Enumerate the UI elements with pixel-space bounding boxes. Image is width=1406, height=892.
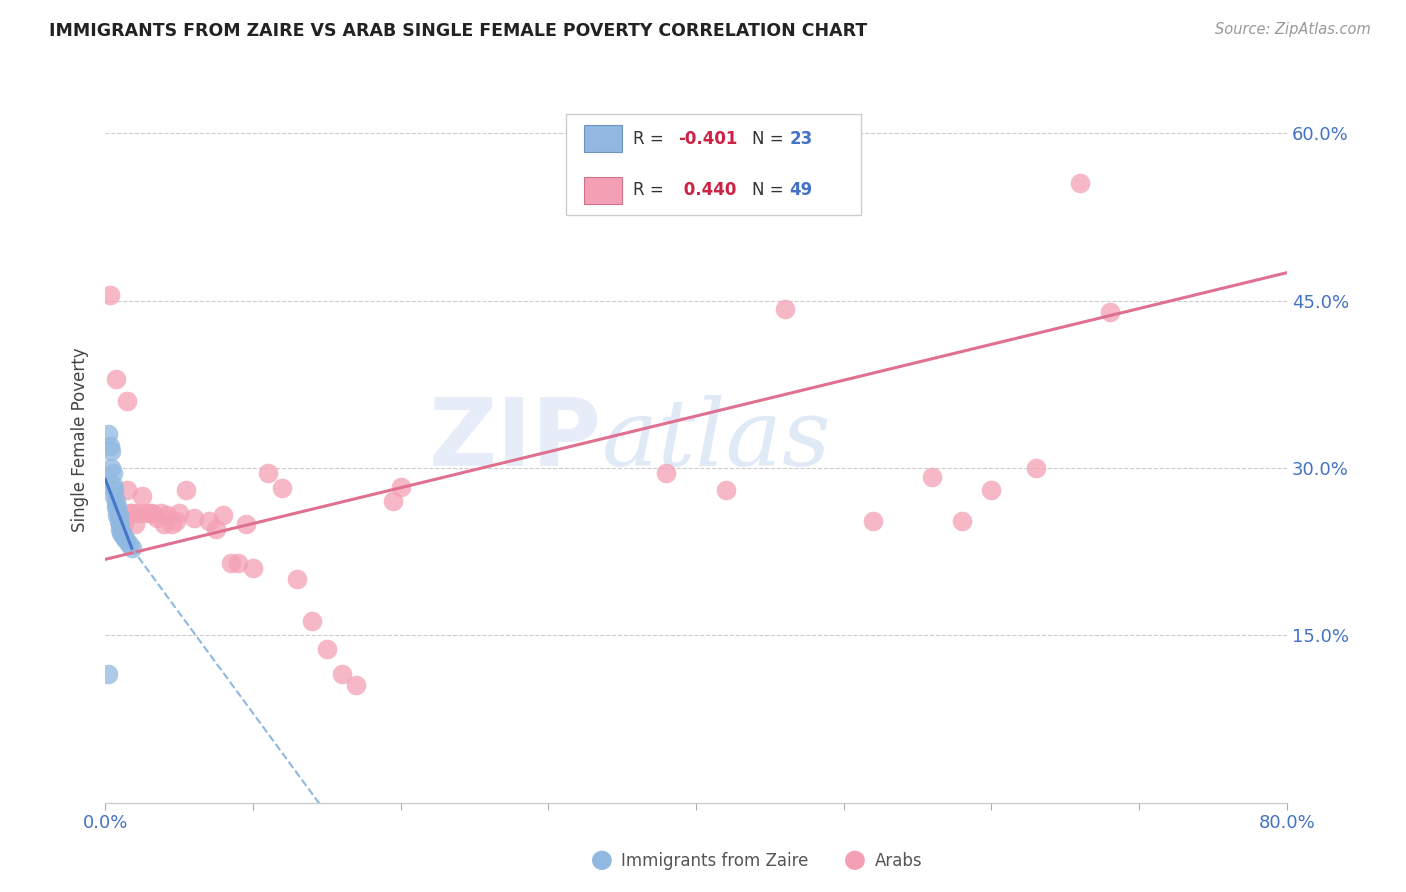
Point (121, 541, 143, 556)
Point (105, 500, 128, 514)
Point (97, 667, 120, 681)
Point (103, 483, 125, 498)
Point (1025, 461, 1047, 475)
Text: -0.401: -0.401 (678, 129, 738, 147)
Point (103, 489, 125, 503)
Text: IMMIGRANTS FROM ZAIRE VS ARAB SINGLE FEMALE POVERTY CORRELATION CHART: IMMIGRANTS FROM ZAIRE VS ARAB SINGLE FEM… (49, 22, 868, 40)
FancyBboxPatch shape (583, 125, 621, 153)
Text: ⬤: ⬤ (591, 850, 613, 870)
Point (256, 467, 278, 481)
Point (150, 506, 173, 520)
Point (108, 516, 131, 531)
Text: R =: R = (633, 181, 669, 200)
FancyBboxPatch shape (583, 177, 621, 204)
Point (131, 489, 153, 503)
Point (100, 461, 122, 475)
Point (100, 444, 122, 458)
Point (105, 508, 128, 522)
Point (117, 394, 139, 409)
Point (115, 533, 138, 548)
Point (315, 641, 337, 656)
Point (146, 511, 169, 525)
Point (285, 573, 308, 587)
Point (98, 288, 121, 302)
Point (107, 515, 129, 529)
Point (271, 481, 294, 495)
Point (127, 506, 149, 520)
Text: N =: N = (752, 181, 789, 200)
Point (107, 508, 129, 522)
Point (212, 508, 235, 522)
Text: N =: N = (752, 129, 789, 147)
Point (112, 530, 135, 544)
Point (108, 522, 131, 536)
Point (98, 439, 121, 453)
Point (301, 614, 323, 628)
Point (141, 506, 163, 520)
Point (183, 511, 205, 525)
FancyBboxPatch shape (567, 113, 862, 215)
Point (382, 494, 405, 508)
Point (714, 483, 737, 498)
Text: Source: ZipAtlas.com: Source: ZipAtlas.com (1215, 22, 1371, 37)
Point (120, 506, 142, 520)
Point (112, 516, 135, 531)
Point (153, 516, 176, 531)
Point (1098, 304, 1121, 318)
Point (330, 667, 353, 681)
Point (118, 537, 141, 551)
Point (197, 515, 219, 529)
Point (138, 506, 160, 520)
Y-axis label: Single Female Poverty: Single Female Poverty (72, 348, 89, 533)
Text: ⬤: ⬤ (844, 850, 866, 870)
Point (235, 516, 257, 531)
Point (110, 525, 132, 540)
Point (205, 522, 228, 536)
Point (160, 516, 183, 531)
Point (104, 372, 127, 386)
Point (950, 515, 973, 529)
Point (389, 480, 412, 494)
Point (165, 515, 187, 529)
Point (108, 516, 131, 531)
Text: ZIP: ZIP (429, 394, 602, 486)
Point (1069, 177, 1091, 191)
Point (862, 515, 884, 529)
Text: Immigrants from Zaire: Immigrants from Zaire (621, 852, 808, 870)
Point (156, 508, 179, 522)
Text: atlas: atlas (602, 395, 831, 485)
Point (773, 302, 796, 317)
Point (655, 467, 678, 481)
Point (104, 494, 127, 508)
Point (111, 528, 134, 542)
Point (121, 506, 143, 520)
Point (344, 678, 367, 692)
Point (176, 483, 198, 498)
Point (97, 427, 120, 442)
Point (117, 483, 139, 498)
Point (134, 506, 156, 520)
Text: R =: R = (633, 129, 669, 147)
Point (921, 470, 943, 484)
Point (242, 561, 264, 575)
Text: 0.440: 0.440 (678, 181, 737, 200)
Point (167, 506, 190, 520)
Text: 23: 23 (789, 129, 813, 147)
Point (226, 556, 249, 570)
Point (101, 467, 124, 481)
Point (101, 477, 124, 491)
Text: 49: 49 (789, 181, 813, 200)
Point (980, 483, 1002, 498)
Point (124, 516, 146, 531)
Point (219, 556, 242, 570)
Text: Arabs: Arabs (875, 852, 922, 870)
Point (104, 500, 127, 514)
